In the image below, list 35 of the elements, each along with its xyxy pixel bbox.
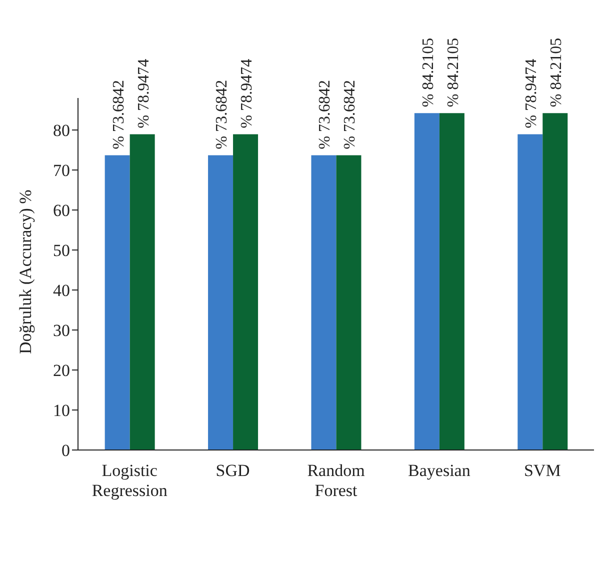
x-tick-label: Bayesian <box>408 461 471 480</box>
data-label: % 73.6842 <box>316 80 334 150</box>
y-tick-label: 40 <box>53 281 70 300</box>
data-label: % 78.9474 <box>135 58 152 128</box>
bar <box>104 155 130 450</box>
y-tick-label: 30 <box>53 321 70 340</box>
data-label: % 84.2105 <box>548 38 566 108</box>
x-tick-label: Logistic Regression <box>92 461 168 500</box>
x-tick-label: SVM <box>524 461 561 480</box>
bar <box>311 155 336 450</box>
y-axis-title: Doğruluk (Accuracy) % <box>16 190 36 354</box>
data-label: % 73.6842 <box>214 80 231 150</box>
bar <box>542 113 568 450</box>
y-tick-label: 50 <box>53 241 70 260</box>
bar <box>439 113 464 450</box>
bar <box>208 155 234 450</box>
bar <box>233 134 258 450</box>
data-label: % 73.6842 <box>342 80 359 150</box>
y-tick-label: 70 <box>53 161 70 180</box>
data-label: % 78.9474 <box>238 58 256 128</box>
data-label: % 84.2105 <box>444 38 462 108</box>
bar <box>336 155 362 450</box>
bar <box>414 113 440 450</box>
y-tick-label: 10 <box>53 401 70 420</box>
x-tick-label: Random Forest <box>307 461 365 500</box>
y-tick-label: 20 <box>53 361 70 380</box>
x-tick-label: SGD <box>216 461 250 480</box>
y-tick-label: 60 <box>53 201 70 220</box>
y-tick-label: 0 <box>62 441 70 460</box>
data-label: % 84.2105 <box>420 38 437 108</box>
bar <box>518 134 543 450</box>
data-label: % 73.6842 <box>110 80 128 150</box>
y-tick-label: 80 <box>53 121 70 140</box>
bar <box>130 134 155 450</box>
data-label: % 78.9474 <box>523 58 540 128</box>
